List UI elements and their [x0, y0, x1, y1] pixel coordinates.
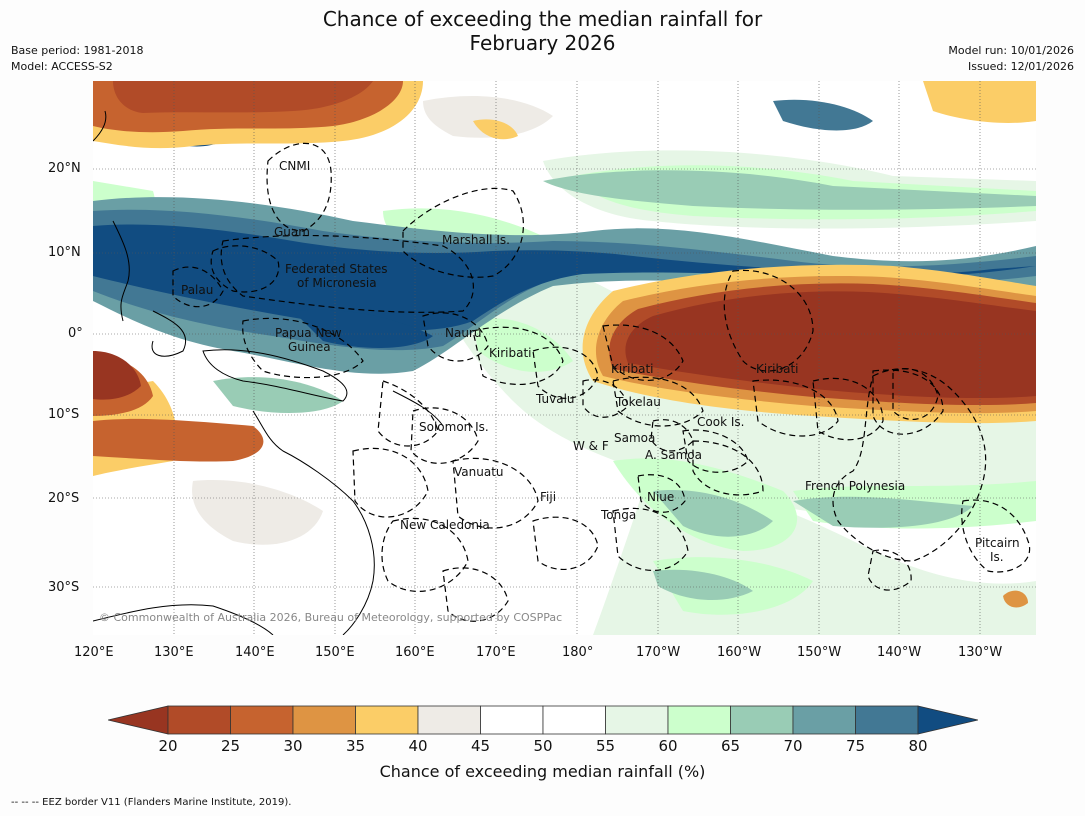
colorbar-tick: 60 — [658, 737, 678, 755]
label-marshall: Marshall Is. — [442, 233, 510, 247]
meta-right: Model run: 10/01/2026 Issued: 12/01/2026 — [948, 43, 1074, 75]
label-cook: Cook Is. — [697, 415, 744, 429]
label-kiribati-east: Kiribati — [756, 362, 798, 376]
base-period: Base period: 1981-2018 — [11, 44, 144, 57]
lon-tick-130w: 130°W — [958, 645, 1003, 660]
colorbar-cell-c75_80 — [855, 705, 919, 735]
colorbar-tick: 20 — [158, 737, 178, 755]
issued-date: Issued: 12/01/2026 — [967, 60, 1074, 73]
lon-tick-160e: 160°E — [395, 645, 435, 660]
lon-tick-130e: 130°E — [154, 645, 194, 660]
label-guam: Guam — [274, 225, 310, 239]
label-solomon: Solomon Is. — [419, 420, 489, 434]
label-samoa: Samoa — [614, 431, 655, 445]
lon-tick-180: 180° — [562, 645, 594, 660]
rainfall-map: CNMI Guam Marshall Is. Federated States … — [93, 81, 1036, 635]
meta-left: Base period: 1981-2018 Model: ACCESS-S2 — [11, 43, 143, 75]
colorbar-tick: 35 — [345, 737, 366, 755]
colorbar-cell-c40_45 — [417, 705, 481, 735]
map-svg: CNMI Guam Marshall Is. Federated States … — [93, 81, 1036, 635]
colorbar-cell-c45_50 — [480, 705, 544, 735]
lat-tick-10s: 10°S — [48, 407, 80, 422]
colorbar-extend-high — [917, 705, 978, 735]
lon-tick-150e: 150°E — [315, 645, 355, 660]
label-asamoa: A. Samoa — [645, 448, 702, 462]
colorbar-cell-c25_30 — [230, 705, 294, 735]
colorbar-tick: 25 — [220, 737, 241, 755]
gridlines — [93, 81, 1036, 635]
label-kiribati-west: Kiribati — [489, 346, 531, 360]
label-tuvalu: Tuvalu — [535, 392, 575, 406]
colorbar-tick: 80 — [908, 737, 928, 755]
lon-tick-120e: 120°E — [74, 645, 114, 660]
lon-tick-140w: 140°W — [877, 645, 922, 660]
colorbar-cell-c50_55 — [542, 705, 606, 735]
label-png-2: Guinea — [288, 340, 331, 354]
label-fsm-2: of Micronesia — [297, 276, 377, 290]
colorbar-cell-c70_75 — [792, 705, 856, 735]
colorbar-cell-c30_35 — [292, 705, 356, 735]
model-name: Model: ACCESS-S2 — [11, 60, 113, 73]
lat-tick-20s: 20°S — [48, 491, 80, 506]
label-palau: Palau — [181, 283, 213, 297]
lat-tick-30s: 30°S — [48, 580, 80, 595]
label-pitcairn-1: Pitcairn — [975, 536, 1020, 550]
colorbar-tick: 45 — [470, 737, 491, 755]
colorbar-cell-c35_40 — [355, 705, 419, 735]
label-nauru: Nauru — [445, 326, 481, 340]
colorbar-extend-low — [108, 705, 169, 735]
colorbar-tick: 65 — [720, 737, 741, 755]
colorbar-tick: 75 — [845, 737, 866, 755]
colorbar-tick: 55 — [595, 737, 616, 755]
label-fsm-1: Federated States — [285, 262, 387, 276]
copyright-text: © Commonwealth of Australia 2026, Bureau… — [99, 611, 562, 624]
label-tonga: Tonga — [600, 508, 636, 522]
lat-tick-20n: 20°N — [48, 161, 81, 176]
colorbar-tick: 40 — [408, 737, 428, 755]
label-wf: W & F — [573, 439, 609, 453]
label-vanuatu: Vanuatu — [454, 465, 504, 479]
label-cnmi: CNMI — [279, 159, 310, 173]
label-new-caledonia: New Caledonia — [400, 518, 490, 532]
colorbar-tick: 70 — [783, 737, 803, 755]
label-pitcairn-2: Is. — [990, 550, 1004, 564]
label-niue: Niue — [647, 490, 674, 504]
colorbar-cell-c60_65 — [667, 705, 731, 735]
colorbar-tick: 50 — [533, 737, 553, 755]
colorbar-cell-c55_60 — [605, 705, 669, 735]
label-french-polynesia: French Polynesia — [805, 479, 905, 493]
title-line-2: February 2026 — [469, 31, 616, 55]
coastlines — [93, 110, 444, 635]
eez-footer-note: -- -- -- EEZ border V11 (Flanders Marine… — [11, 797, 292, 808]
title-line-1: Chance of exceeding the median rainfall … — [322, 7, 763, 31]
colorbar-label: Chance of exceeding median rainfall (%) — [379, 762, 706, 781]
colorbar — [108, 705, 978, 735]
colorbar-cell-c65_70 — [730, 705, 794, 735]
colorbar-cell-c20_25 — [167, 705, 231, 735]
label-fiji: Fiji — [540, 490, 556, 504]
map-field-midgreen — [213, 170, 1036, 601]
label-png-1: Papua New — [275, 326, 342, 340]
eez-borders — [172, 142, 1031, 622]
label-kiribati-central: Kiribati — [611, 362, 653, 376]
model-run: Model run: 10/01/2026 — [948, 44, 1074, 57]
map-field-dry — [93, 81, 1036, 608]
label-tokelau: Tokelau — [615, 395, 661, 409]
lat-tick-0: 0° — [68, 326, 83, 341]
lon-tick-170w: 170°W — [636, 645, 681, 660]
lon-tick-170e: 170°E — [476, 645, 516, 660]
lon-tick-140e: 140°E — [235, 645, 275, 660]
lon-tick-160w: 160°W — [717, 645, 762, 660]
lon-tick-150w: 150°W — [797, 645, 842, 660]
colorbar-tick: 30 — [283, 737, 303, 755]
map-title: Chance of exceeding the median rainfall … — [0, 7, 1085, 55]
lat-tick-10n: 10°N — [48, 245, 81, 260]
